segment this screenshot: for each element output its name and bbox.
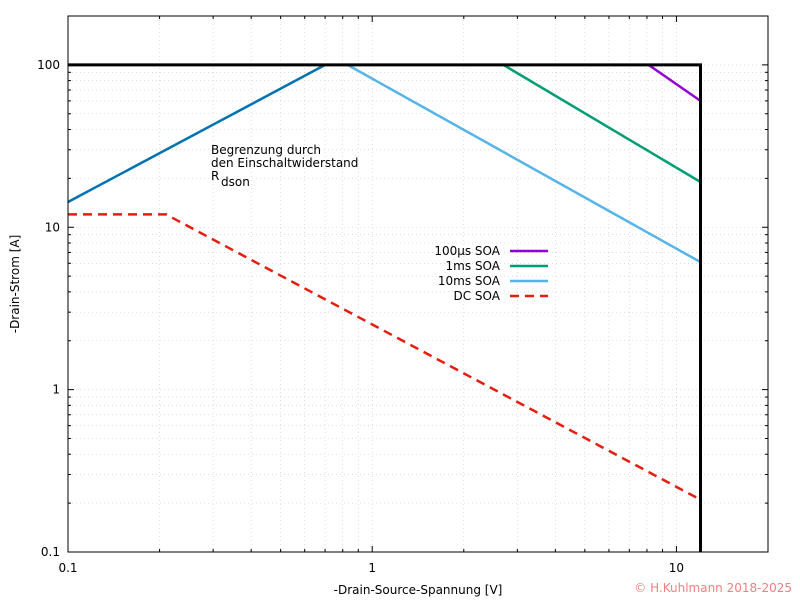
copyright-notice: © H.Kuhlmann 2018-2025: [634, 581, 792, 595]
rdson-limit-line: [67, 63, 326, 204]
y-tick-label: 10: [45, 220, 60, 234]
y-axis-label: -Drain-Strom [A]: [8, 235, 22, 334]
y-tick-label: 100: [37, 58, 60, 72]
legend-label-1: 100µs SOA: [434, 244, 500, 258]
label-layer: -Drain-Source-Spannung [V] -Drain-Strom …: [8, 143, 792, 597]
annotation-subscript: dson: [221, 175, 250, 189]
tick-layer: 0.1 1 10 0.1 1 10 100: [37, 15, 769, 575]
series-line-1: [647, 63, 702, 102]
legend-label-4: DC SOA: [454, 289, 501, 303]
series-line-4: [68, 213, 702, 501]
x-tick-label: 10: [669, 561, 684, 575]
grid-layer: [68, 16, 768, 552]
x-axis-label: -Drain-Source-Spannung [V]: [334, 583, 503, 597]
legend-label-2: 1ms SOA: [446, 259, 501, 273]
series-layer: [67, 63, 702, 552]
annotation-symbol: R: [211, 169, 219, 183]
x-tick-label: 0.1: [58, 561, 77, 575]
annotation-line-1: Begrenzung durch: [211, 143, 321, 157]
series-line-2: [502, 63, 702, 184]
series-line-3: [346, 63, 702, 264]
x-tick-label: 1: [368, 561, 376, 575]
annotation-line-2: den Einschaltwiderstand: [211, 156, 358, 170]
legend-label-3: 10ms SOA: [438, 274, 501, 288]
plot-frame: [67, 15, 769, 553]
soa-boundary-line: [68, 63, 702, 552]
y-tick-label: 1: [52, 383, 60, 397]
y-tick-label: 0.1: [41, 545, 60, 559]
